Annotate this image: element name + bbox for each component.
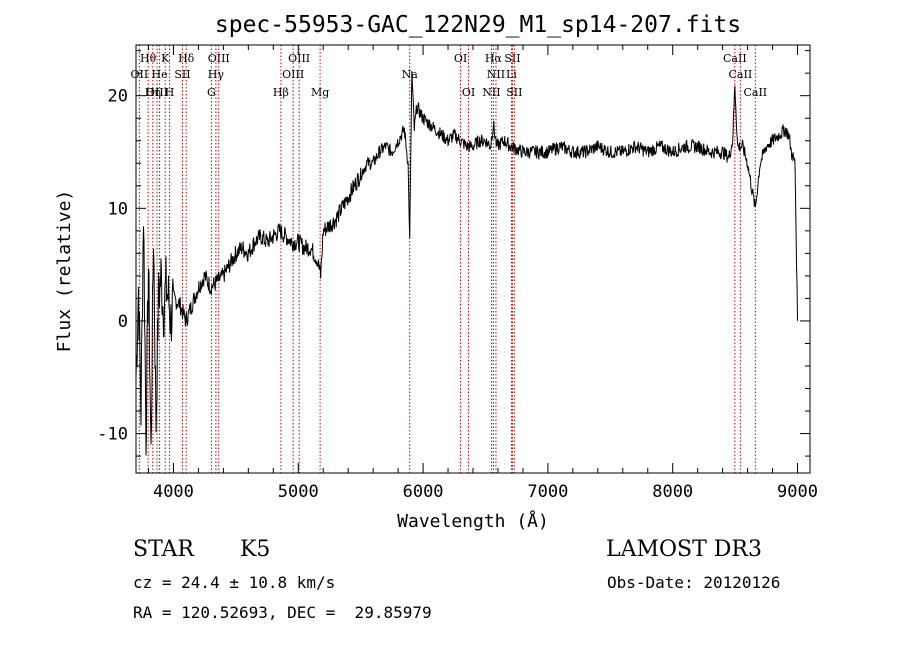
spectral-line-label: Hη	[145, 86, 161, 99]
spectral-line-label: SII	[504, 52, 520, 65]
spectral-line-label: Li	[506, 68, 517, 81]
x-tick-label: 4000	[153, 482, 194, 502]
spectral-line-label: Hδ	[178, 52, 195, 65]
x-tick-label: 8000	[652, 482, 693, 502]
spectral-line-label: SII	[174, 68, 190, 81]
spectral-line-label: CaII	[723, 52, 747, 65]
spectral-line-label: Hγ	[208, 68, 225, 81]
spectral-line-label: K	[161, 52, 170, 65]
spectral-line-label: Hθ	[140, 52, 157, 65]
spectral-line-label: NII	[482, 86, 500, 99]
y-tick-label: -10	[97, 425, 128, 445]
chart-title: spec-55953-GAC_122N29_M1_sp14-207.fits	[215, 12, 741, 38]
x-axis-label: Wavelength (Å)	[397, 510, 549, 532]
object-class: STAR	[133, 537, 194, 562]
spectral-line-label: OI	[454, 52, 467, 65]
x-tick-label: 5000	[278, 482, 319, 502]
spectral-line-label: G	[207, 86, 216, 99]
spectral-line-label: CaII	[729, 68, 753, 81]
survey-name: LAMOST DR3	[606, 537, 762, 562]
object-subclass: K5	[240, 537, 271, 562]
y-axis-label: Flux (relative)	[54, 190, 75, 353]
x-tick-label: 7000	[527, 482, 568, 502]
spectral-line-label: Hβ	[273, 86, 289, 99]
spectral-line-label: Hα	[485, 52, 503, 65]
spectral-line-label: OI	[462, 86, 475, 99]
spectral-line-label: CaII	[743, 86, 767, 99]
plot-frame	[135, 44, 811, 474]
spectral-line-label: He	[152, 68, 168, 81]
spectrum-series-line	[135, 70, 798, 456]
spectral-line-label: OII	[131, 68, 149, 81]
spectral-line-label: OIII	[208, 52, 230, 65]
x-tick-label: 6000	[403, 482, 444, 502]
observation-date: Obs-Date: 20120126	[607, 573, 781, 592]
y-tick-label: 20	[108, 87, 128, 107]
spectral-line-label: SII	[506, 86, 522, 99]
coordinates-readout: RA = 120.52693, DEC = 29.85979	[133, 603, 432, 622]
spectral-line-label: OIII	[288, 52, 310, 65]
spectral-line-label: Mg	[311, 86, 329, 99]
redshift-readout: cz = 24.4 ± 10.8 km/s	[133, 573, 336, 592]
y-tick-label: 0	[118, 312, 128, 332]
x-tick-label: 9000	[777, 482, 818, 502]
y-tick-label: 10	[108, 199, 128, 219]
spectral-line-label: H	[165, 86, 175, 99]
spectral-line-label: OIII	[282, 68, 304, 81]
spectral-line-label: Na	[402, 68, 419, 81]
spectral-line-label: NII	[487, 68, 505, 81]
spectral-line-label: OIII	[146, 86, 168, 99]
